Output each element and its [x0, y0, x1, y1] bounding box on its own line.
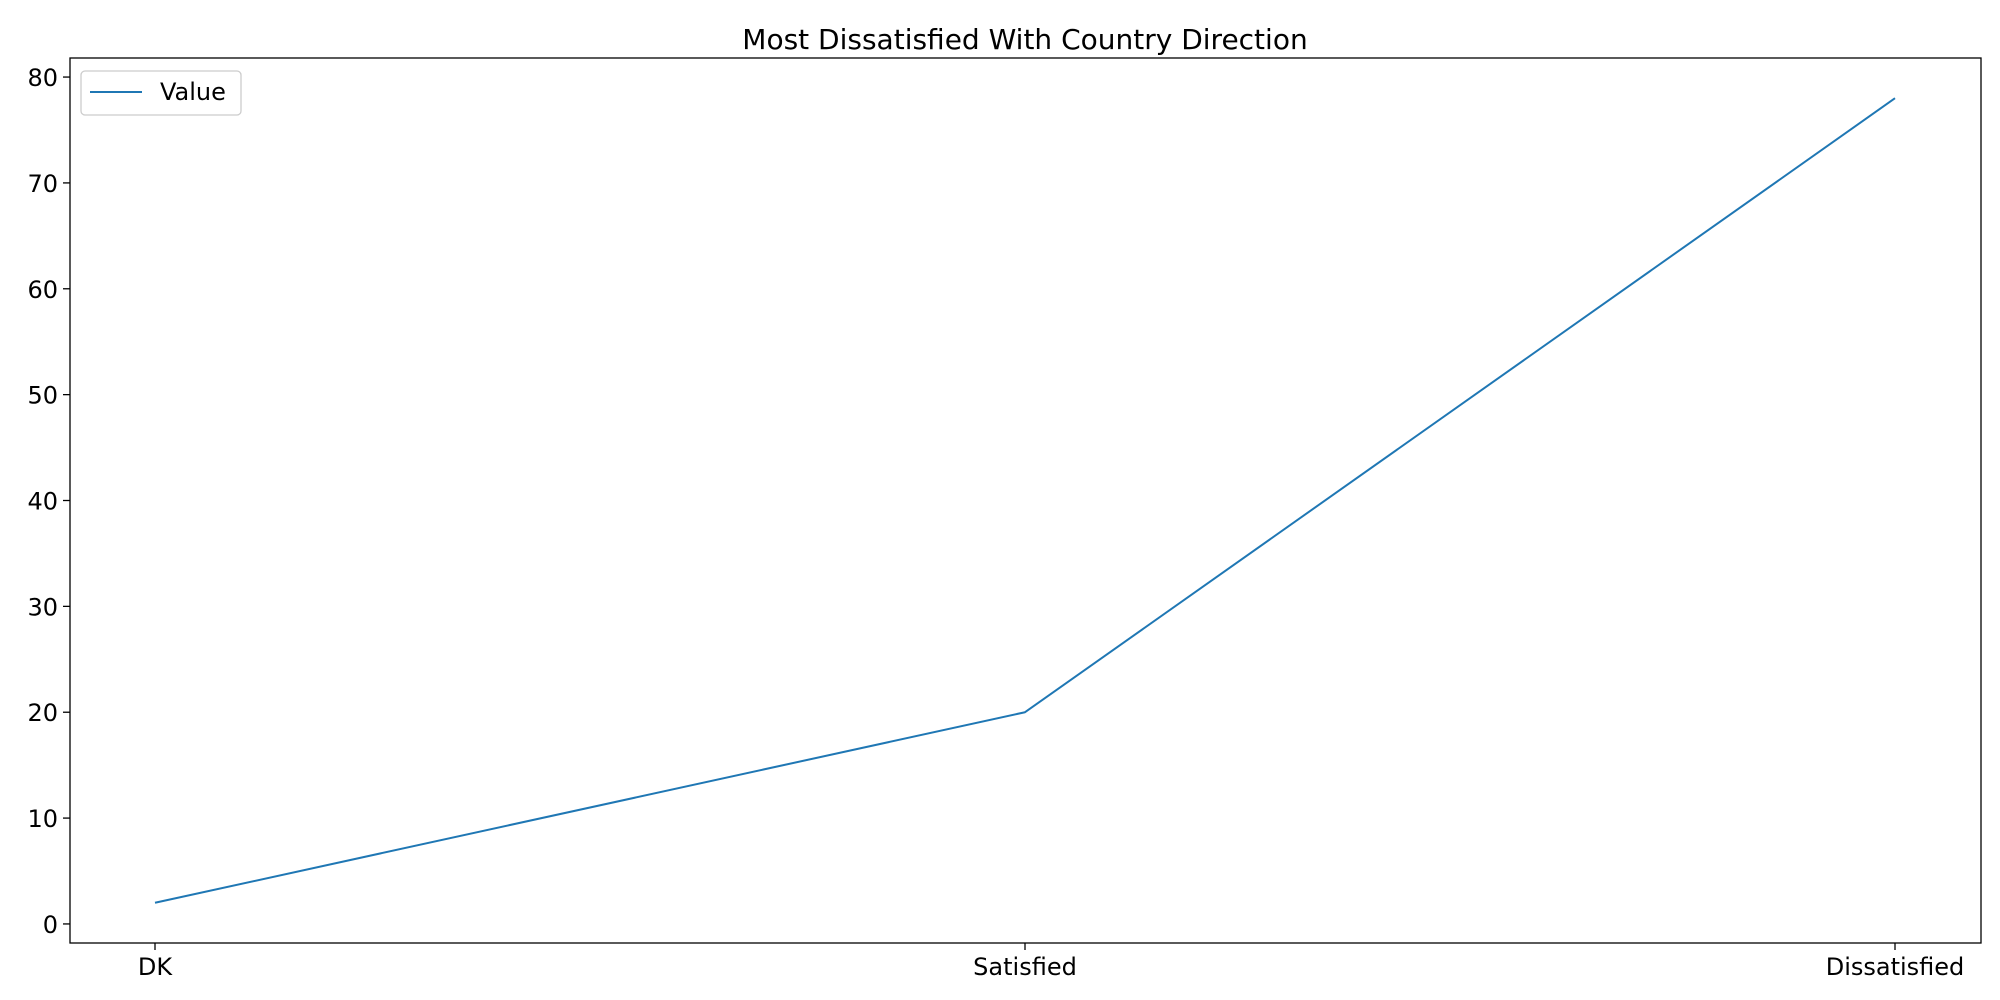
chart-title: Most Dissatisfied With Country Direction: [742, 23, 1307, 56]
x-axis: DK Satisfied Dissatisfied: [138, 943, 1964, 981]
x-tick-label: DK: [138, 953, 173, 981]
y-tick-label: 40: [27, 488, 58, 516]
y-tick-label: 50: [27, 382, 58, 410]
x-tick-label: Satisfied: [973, 953, 1077, 981]
legend-label: Value: [160, 78, 226, 106]
y-tick-label: 80: [27, 64, 58, 92]
legend-box: [80, 70, 242, 116]
y-axis: 0 10 20 30 40 50 60 70 80: [27, 64, 70, 939]
y-tick-label: 20: [27, 699, 58, 727]
series-layer: [154, 97, 1896, 904]
series-line: [154, 97, 1896, 904]
plot-area-frame: [69, 57, 1982, 944]
y-tick-label: 0: [43, 911, 58, 939]
y-tick-label: 70: [27, 170, 58, 198]
y-tick-label: 30: [27, 593, 58, 621]
legend: Value: [80, 70, 242, 116]
x-tick-label: Dissatisfied: [1826, 953, 1965, 981]
y-tick-label: 60: [27, 276, 58, 304]
y-tick-label: 10: [27, 805, 58, 833]
